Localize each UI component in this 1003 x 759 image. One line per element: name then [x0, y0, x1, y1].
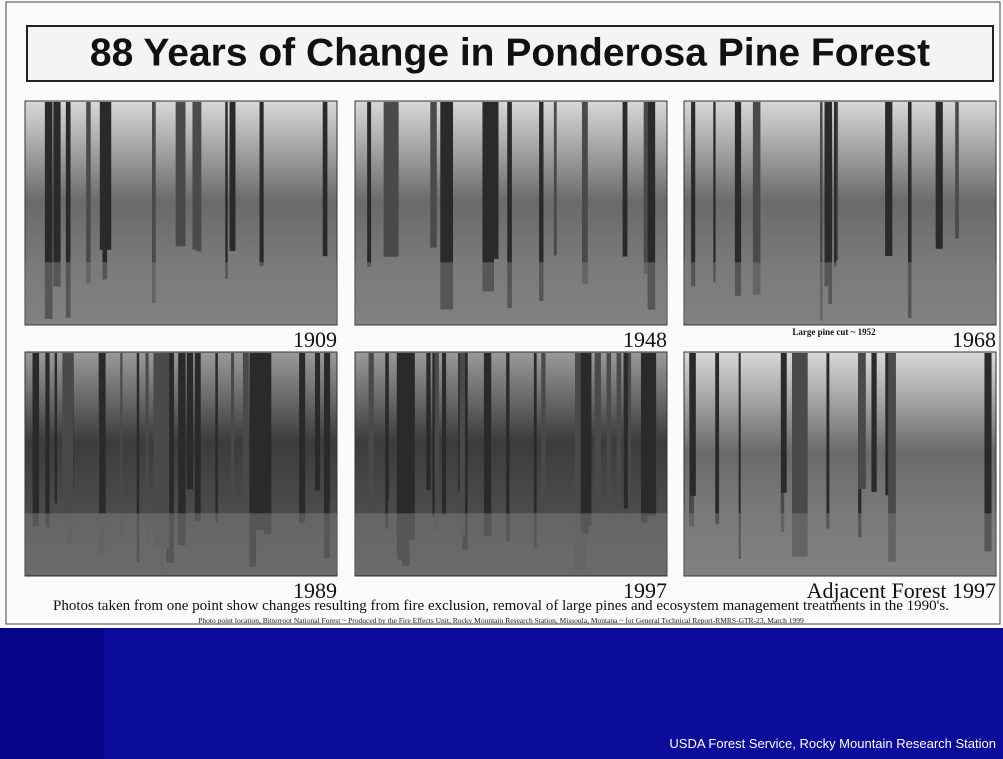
tree-trunk: [187, 353, 193, 489]
ground: [355, 513, 667, 575]
tree-trunk: [713, 102, 715, 282]
tree-trunk: [584, 353, 592, 526]
tree-trunk: [384, 102, 399, 257]
tree-trunk: [826, 353, 829, 529]
tree-trunk: [426, 353, 430, 490]
photo-note: Large pine cut ~ 1952: [792, 327, 876, 337]
ground: [684, 513, 996, 575]
tree-trunk: [541, 353, 545, 495]
tree-trunk: [554, 102, 557, 255]
tree-trunk: [691, 102, 695, 286]
slide: 88 Years of Change in Ponderosa Pine For…: [0, 0, 1003, 759]
tree-trunk: [243, 353, 249, 510]
tree-trunk: [871, 353, 876, 492]
tree-trunk: [315, 353, 320, 490]
tree-trunk: [367, 102, 371, 267]
ground: [25, 262, 337, 324]
credit: Photo point location, Bitterroot Nationa…: [198, 616, 804, 625]
tree-trunk: [432, 353, 434, 517]
tree-trunk: [936, 102, 943, 249]
tree-trunk: [176, 102, 186, 246]
tree-trunk: [494, 102, 499, 259]
tree-trunk: [300, 353, 306, 521]
photo-caption: 1909: [293, 327, 337, 352]
tree-trunk: [323, 102, 328, 256]
tree-trunk: [955, 102, 959, 238]
tree-trunk: [595, 353, 601, 511]
ground: [684, 262, 996, 324]
tree-trunk: [195, 353, 201, 521]
poster-title: 88 Years of Change in Ponderosa Pine For…: [90, 31, 930, 74]
tree-trunk: [225, 102, 227, 279]
tree-trunk: [369, 353, 374, 511]
tree-trunk: [55, 353, 57, 503]
ground: [25, 513, 337, 575]
tree-trunk: [99, 353, 105, 513]
tree-trunk: [45, 353, 49, 527]
tree-trunk: [646, 353, 657, 516]
ground: [355, 262, 667, 324]
tree-trunk: [100, 102, 111, 250]
tree-trunk: [324, 353, 330, 501]
tree-trunk: [430, 102, 436, 248]
tree-trunk: [484, 353, 491, 536]
description: Photos taken from one point show changes…: [53, 598, 949, 614]
photo: [25, 101, 337, 325]
footer-text: USDA Forest Service, Rocky Mountain Rese…: [669, 736, 996, 751]
tree-trunk: [386, 353, 389, 499]
tree-trunk: [690, 353, 696, 496]
tree-trunk: [715, 353, 719, 524]
tree-trunk: [215, 353, 218, 522]
tree-trunk: [623, 102, 628, 256]
tree-trunk: [230, 102, 236, 251]
photo: [355, 352, 667, 576]
tree-trunk: [442, 353, 446, 515]
tree-trunk: [253, 353, 266, 530]
tree-trunk: [192, 102, 196, 249]
tree-trunk: [781, 353, 787, 493]
tree-trunk: [120, 353, 122, 539]
tree-trunk: [86, 102, 91, 283]
tree-trunk: [196, 102, 201, 251]
tree-trunk: [53, 102, 60, 287]
tree-trunk: [834, 102, 836, 267]
tree-trunk: [434, 353, 438, 531]
tree-trunk: [260, 102, 264, 266]
footer-corner: [0, 628, 104, 759]
tree-trunk: [644, 102, 648, 274]
photo: [355, 101, 667, 325]
tree-trunk: [858, 353, 865, 489]
photo: [684, 352, 996, 576]
tree-trunk: [885, 102, 892, 256]
tree-trunk: [33, 353, 40, 526]
photo: [25, 352, 337, 576]
tree-trunk: [582, 102, 588, 284]
tree-trunk: [506, 353, 509, 541]
tree-trunk: [607, 353, 611, 517]
tree-trunk: [624, 353, 628, 509]
photo-caption: 1968: [952, 327, 996, 352]
tree-trunk: [231, 353, 234, 504]
photo: [684, 101, 996, 325]
photo-caption: 1948: [623, 327, 667, 352]
tree-trunk: [617, 353, 622, 495]
tree-trunk: [460, 353, 465, 536]
